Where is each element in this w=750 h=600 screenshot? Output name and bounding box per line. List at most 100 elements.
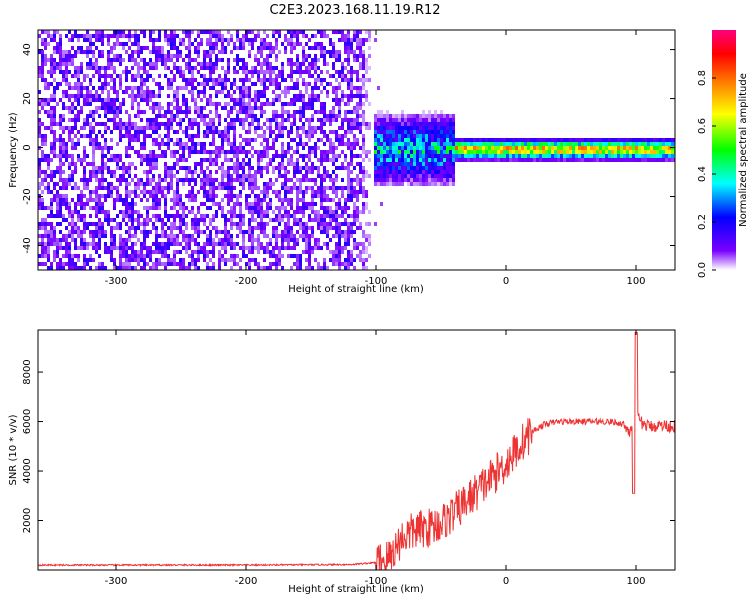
- heatmap-cell: [281, 130, 284, 134]
- heatmap-cell: [272, 210, 275, 214]
- heatmap-cell: [260, 266, 263, 270]
- heatmap-cell: [128, 246, 131, 250]
- heatmap-cell: [164, 214, 167, 218]
- heatmap-cell: [347, 70, 350, 74]
- snr-series-line: [38, 331, 675, 570]
- heatmap-cell: [548, 150, 551, 154]
- heatmap-cell: [281, 78, 284, 82]
- heatmap-cell: [422, 138, 425, 142]
- heatmap-cell: [113, 58, 116, 62]
- heatmap-cell: [308, 126, 311, 130]
- heatmap-cell: [245, 62, 248, 66]
- heatmap-cell: [470, 154, 473, 158]
- heatmap-cell: [401, 178, 404, 182]
- heatmap-cell: [89, 114, 92, 118]
- heatmap-cell: [59, 62, 62, 66]
- heatmap-cell: [347, 170, 350, 174]
- heatmap-cell: [416, 134, 419, 138]
- heatmap-cell: [191, 254, 194, 258]
- heatmap-cell: [128, 30, 131, 34]
- heatmap-cell: [434, 138, 437, 142]
- heatmap-cell: [452, 114, 455, 118]
- heatmap-cell: [272, 30, 275, 34]
- heatmap-cell: [401, 114, 404, 118]
- heatmap-cell: [350, 38, 353, 42]
- heatmap-cell: [233, 58, 236, 62]
- heatmap-cell: [245, 202, 248, 206]
- heatmap-cell: [440, 154, 443, 158]
- heatmap-cell: [170, 206, 173, 210]
- heatmap-cell: [137, 42, 140, 46]
- heatmap-cell: [95, 230, 98, 234]
- heatmap-cell: [230, 110, 233, 114]
- heatmap-cell: [185, 126, 188, 130]
- heatmap-cell: [425, 170, 428, 174]
- heatmap-cell: [305, 106, 308, 110]
- heatmap-cell: [257, 158, 260, 162]
- heatmap-cell: [257, 126, 260, 130]
- heatmap-cell: [500, 142, 503, 146]
- heatmap-cell: [245, 86, 248, 90]
- heatmap-cell: [443, 174, 446, 178]
- heatmap-cell: [365, 62, 368, 66]
- heatmap-cell: [170, 110, 173, 114]
- heatmap-cell: [155, 214, 158, 218]
- heatmap-cell: [272, 154, 275, 158]
- heatmap-cell: [101, 42, 104, 46]
- heatmap-cell: [356, 46, 359, 50]
- heatmap-cell: [206, 62, 209, 66]
- heatmap-cell: [140, 230, 143, 234]
- heatmap-cell: [272, 250, 275, 254]
- heatmap-cell: [149, 230, 152, 234]
- heatmap-cell: [563, 146, 566, 150]
- heatmap-cell: [137, 74, 140, 78]
- heatmap-cell: [557, 146, 560, 150]
- heatmap-cell: [353, 146, 356, 150]
- heatmap-cell: [161, 218, 164, 222]
- heatmap-cell: [152, 262, 155, 266]
- heatmap-cell: [527, 146, 530, 150]
- heatmap-cell: [296, 218, 299, 222]
- heatmap-cell: [167, 254, 170, 258]
- heatmap-cell: [86, 258, 89, 262]
- heatmap-cell: [428, 122, 431, 126]
- heatmap-cell: [548, 154, 551, 158]
- heatmap-cell: [260, 226, 263, 230]
- heatmap-cell: [335, 234, 338, 238]
- heatmap-cell: [209, 54, 212, 58]
- heatmap-cell: [179, 50, 182, 54]
- heatmap-cell: [596, 142, 599, 146]
- heatmap-cell: [323, 258, 326, 262]
- heatmap-cell: [266, 206, 269, 210]
- spectrogram-frame: [37, 29, 676, 271]
- heatmap-cell: [494, 150, 497, 154]
- heatmap-cell: [671, 142, 674, 146]
- heatmap-cell: [92, 198, 95, 202]
- heatmap-cell: [398, 142, 401, 146]
- heatmap-cell: [227, 182, 230, 186]
- heatmap-cell: [125, 78, 128, 82]
- heatmap-cell: [44, 186, 47, 190]
- heatmap-cell: [197, 142, 200, 146]
- heatmap-cell: [320, 178, 323, 182]
- heatmap-cell: [281, 254, 284, 258]
- heatmap-cell: [68, 234, 71, 238]
- heatmap-cell: [479, 146, 482, 150]
- heatmap-cell: [368, 174, 371, 178]
- heatmap-cell: [74, 74, 77, 78]
- heatmap-cell: [431, 114, 434, 118]
- heatmap-cell: [545, 154, 548, 158]
- heatmap-cell: [407, 170, 410, 174]
- heatmap-cell: [113, 174, 116, 178]
- heatmap-cell: [347, 58, 350, 62]
- heatmap-cell: [299, 74, 302, 78]
- heatmap-cell: [86, 86, 89, 90]
- heatmap-cell: [395, 166, 398, 170]
- heatmap-cell: [647, 142, 650, 146]
- heatmap-cell: [293, 246, 296, 250]
- heatmap-cell: [65, 54, 68, 58]
- heatmap-cell: [56, 66, 59, 70]
- heatmap-cell: [257, 74, 260, 78]
- heatmap-cell: [53, 238, 56, 242]
- heatmap-cell: [173, 254, 176, 258]
